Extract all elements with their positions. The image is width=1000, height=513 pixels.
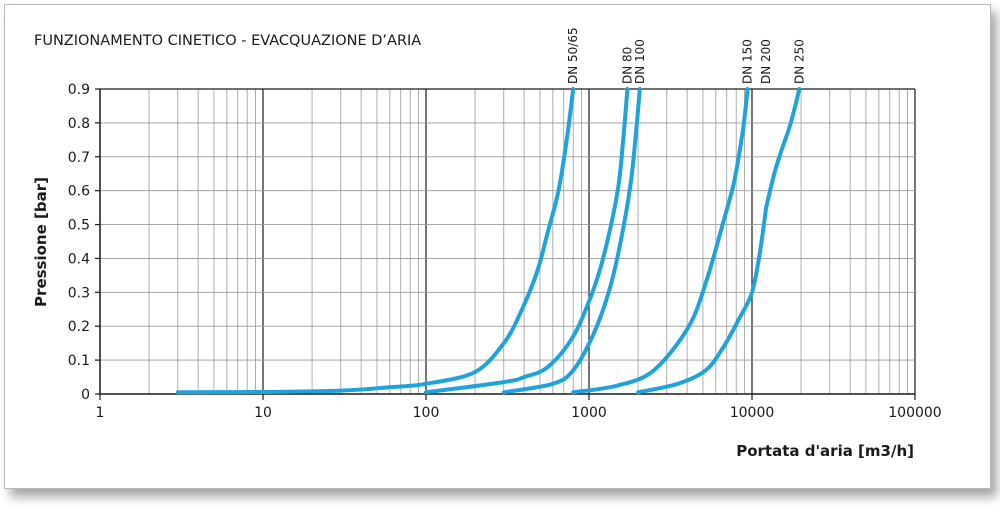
series-line-dn-150 xyxy=(571,87,750,395)
x-tick-label: 100 xyxy=(413,405,440,421)
y-tick-label: 0 xyxy=(81,387,90,403)
axes: 1 10 100 1000 10000 100000 0 0.1 0.2 0.3 0.4 0.5 0.6… xyxy=(68,82,942,421)
chart-card xyxy=(4,4,991,489)
y-tick-label: 0.5 xyxy=(68,218,90,234)
y-tick-label: 0.2 xyxy=(68,319,90,335)
series-label-dn-100: DN 100 xyxy=(633,39,647,84)
y-tick-label: 0.4 xyxy=(68,251,90,267)
series-label-dn-200: DN 200 xyxy=(759,39,773,84)
grid xyxy=(99,88,916,395)
x-tick-label: 10 xyxy=(254,405,272,421)
series-line-dn-80 xyxy=(424,87,630,395)
y-axis-title: Pressione [bar] xyxy=(32,177,50,307)
series-label-dn-80: DN 80 xyxy=(620,47,634,84)
series-lines xyxy=(175,87,802,395)
x-tick-label: 1 xyxy=(96,405,105,421)
series-line-dn-100 xyxy=(501,87,642,395)
y-tick-label: 0.7 xyxy=(68,150,90,166)
x-tick-label: 1000 xyxy=(571,405,607,421)
y-tick-label: 0.9 xyxy=(68,82,90,98)
series-label-dn-50-65: DN 50/65 xyxy=(566,27,580,84)
y-tick-label: 0.1 xyxy=(68,353,90,369)
series-label-dn-250: DN 250 xyxy=(792,39,806,84)
series-line-dn-50-65 xyxy=(175,87,576,395)
y-tick-label: 0.3 xyxy=(68,285,90,301)
series-line-dn-200 xyxy=(636,205,769,395)
x-axis-title: Portata d'aria [m3/h] xyxy=(736,442,914,460)
series-line-dn-250 xyxy=(764,87,802,210)
y-tick-label: 0.8 xyxy=(68,116,90,132)
x-tick-label: 100000 xyxy=(888,405,941,421)
y-tick-label: 0.6 xyxy=(68,184,90,200)
x-tick-label: 10000 xyxy=(730,405,775,421)
series-label-dn-150: DN 150 xyxy=(741,39,755,84)
chart-title: FUNZIONAMENTO CINETICO - EVACQUAZIONE D’… xyxy=(34,33,421,49)
